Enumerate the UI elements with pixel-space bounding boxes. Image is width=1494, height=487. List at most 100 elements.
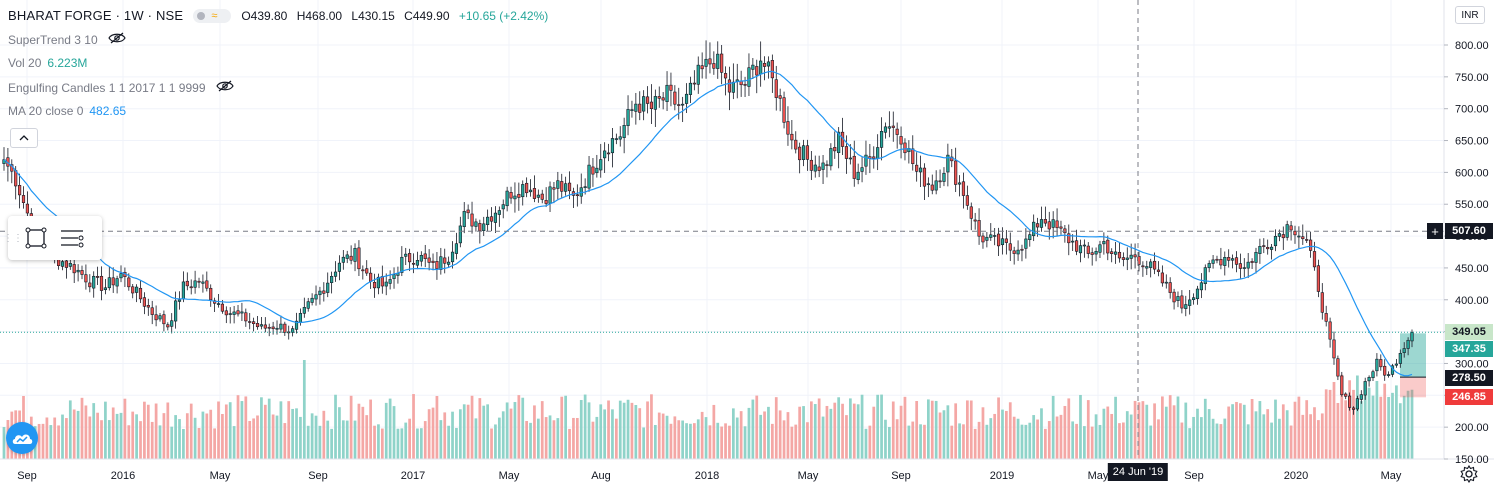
volume-bar	[513, 402, 517, 459]
indicator-supertrend[interactable]: SuperTrend 3 10	[8, 32, 126, 47]
candle-body	[392, 274, 396, 279]
y-tick-label: 550.00	[1455, 199, 1489, 211]
volume-bar	[564, 395, 568, 459]
candle-body	[1133, 254, 1137, 258]
candle	[1032, 214, 1036, 242]
volume-bar	[1317, 420, 1320, 459]
candle	[606, 143, 611, 162]
volume-bar	[860, 394, 864, 459]
x-tick-label: Sep	[1184, 470, 1204, 482]
volume-bar	[763, 411, 766, 459]
candle-body	[583, 186, 587, 188]
volume-bar	[1313, 407, 1316, 459]
volume-bar	[80, 397, 84, 459]
floating-drawing-toolbar[interactable]: ⋮⋮	[3, 216, 102, 260]
candle	[509, 186, 513, 204]
add-alert-plus-icon[interactable]: +	[1427, 223, 1443, 239]
volume-bar	[213, 428, 216, 459]
candle-body	[388, 279, 392, 284]
volume-bar	[638, 408, 642, 459]
candle	[396, 266, 400, 284]
candle-body	[497, 210, 501, 215]
volume-bar	[404, 422, 408, 459]
candle-body	[1152, 260, 1157, 270]
candle	[677, 87, 681, 120]
volume-bar	[209, 409, 213, 459]
indicator-ma[interactable]: MA 20 close 0 482.65	[8, 104, 126, 118]
candle	[1375, 353, 1379, 377]
candle-body	[443, 257, 447, 264]
currency-button[interactable]: INR	[1455, 6, 1485, 24]
candle-body	[755, 66, 759, 76]
tradingview-logo-icon[interactable]	[6, 422, 38, 454]
eye-off-icon[interactable]	[107, 32, 126, 47]
volume-bar	[899, 405, 903, 459]
candle-body	[423, 253, 427, 259]
indicator-volume[interactable]: Vol 20 6.223M	[8, 56, 87, 70]
candle-body	[248, 321, 252, 323]
candle	[989, 223, 993, 241]
candle	[1008, 232, 1012, 262]
candle-body	[489, 216, 494, 222]
gear-icon[interactable]	[1460, 465, 1478, 483]
indicator-engulfing[interactable]: Engulfing Candles 1 1 2017 1 1 9999	[8, 80, 234, 95]
candle	[1215, 255, 1219, 264]
volume-bar	[1133, 400, 1137, 459]
candle	[599, 143, 603, 178]
volume-bar	[1059, 414, 1063, 459]
candle	[454, 232, 459, 260]
candle-body	[1094, 251, 1098, 255]
candle	[821, 154, 825, 185]
volume-bar	[1164, 406, 1168, 459]
volume-bar	[497, 417, 501, 459]
ma-label: MA 20 close 0	[8, 104, 84, 118]
candle-body	[1348, 395, 1352, 408]
volume-bar	[178, 419, 181, 459]
symbol-title[interactable]: BHARAT FORGE · 1W · NSE	[8, 8, 184, 23]
volume-bar	[1036, 419, 1039, 459]
candle	[431, 253, 435, 271]
candle	[1051, 211, 1055, 239]
collapse-legend-button[interactable]	[10, 128, 38, 148]
candle	[493, 206, 498, 233]
candle-body	[1043, 219, 1047, 224]
candle	[1199, 273, 1203, 299]
candle-body	[1309, 239, 1313, 251]
candle	[174, 291, 178, 329]
candle-body	[942, 172, 946, 182]
candle-body	[642, 96, 646, 112]
volume-bar	[661, 413, 665, 459]
candle-body	[556, 180, 560, 189]
drag-handle-icon[interactable]: ⋮⋮	[3, 232, 23, 244]
candle-body	[1020, 248, 1024, 251]
volume-bar	[1258, 401, 1262, 459]
candle-body	[244, 312, 248, 322]
volume-bar	[927, 399, 930, 459]
candle-body	[1000, 238, 1005, 246]
eye-off-icon[interactable]	[215, 80, 234, 95]
chevron-up-icon	[19, 135, 29, 141]
candle-body	[333, 271, 338, 277]
rectangle-tool-button[interactable]	[18, 220, 54, 256]
volume-bar	[673, 416, 677, 459]
candle	[825, 160, 829, 178]
volume-bar	[1227, 406, 1231, 459]
volume-bar	[985, 424, 989, 459]
volume-bar	[185, 413, 189, 459]
candle-body	[700, 65, 704, 70]
volume-bar	[614, 418, 618, 459]
candle-body	[1024, 238, 1028, 249]
candle-body	[209, 287, 213, 301]
candle-body	[1164, 281, 1168, 284]
volume-bar	[724, 423, 727, 459]
candle	[833, 131, 837, 159]
candle	[450, 241, 455, 269]
candle-body	[1129, 254, 1133, 259]
candle-body	[766, 61, 771, 67]
candle	[1363, 377, 1367, 400]
market-status-pill[interactable]: ≈	[193, 8, 232, 23]
candle-body	[1215, 258, 1219, 261]
layers-tool-button[interactable]	[54, 220, 90, 256]
